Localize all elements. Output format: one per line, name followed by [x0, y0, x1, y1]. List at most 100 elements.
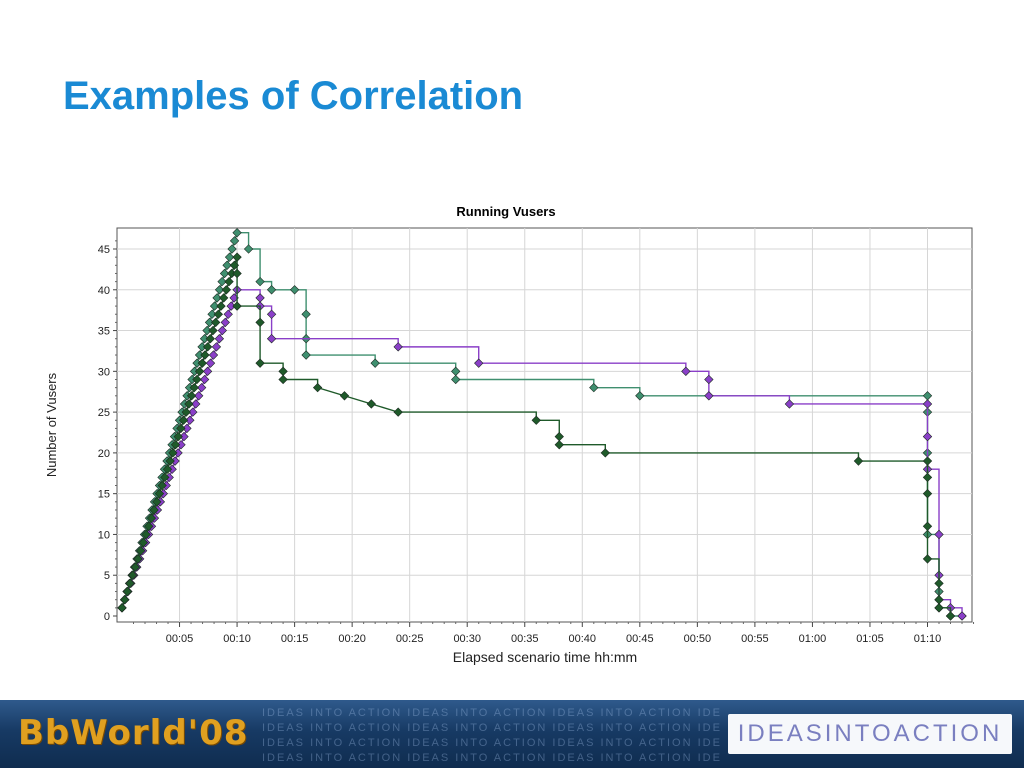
series-marker	[199, 334, 210, 344]
series-marker	[192, 358, 202, 368]
plot-frame	[116, 227, 973, 623]
series-marker	[216, 301, 226, 311]
series-marker	[370, 358, 380, 368]
series-marker	[289, 285, 300, 295]
series-marker	[255, 276, 265, 287]
series-marker	[189, 382, 199, 393]
series-marker	[212, 293, 222, 303]
series-marker	[194, 366, 205, 377]
series-marker	[188, 407, 198, 417]
series-marker	[157, 480, 167, 491]
footer-pattern-line: IDEAS INTO ACTION IDEAS INTO ACTION IDEA…	[262, 752, 722, 764]
series-marker	[222, 260, 232, 270]
footer-pattern-line: IDEAS INTO ACTION IDEAS INTO ACTION IDEA…	[262, 722, 722, 734]
series-marker	[120, 595, 130, 605]
series-marker	[208, 325, 218, 336]
series-marker	[278, 374, 288, 385]
y-tick-label: 30	[98, 366, 110, 378]
series-marker	[179, 431, 189, 442]
series-marker	[197, 358, 207, 368]
series-marker	[170, 456, 180, 466]
series-marker	[207, 309, 217, 319]
series-marker	[130, 562, 141, 572]
series-marker	[922, 456, 933, 466]
series-marker	[922, 472, 933, 483]
series-marker	[554, 440, 564, 450]
series-marker	[173, 431, 183, 442]
series-marker	[117, 603, 127, 613]
y-axis-ticks: 0 5 10 15 20 25 30 35 40 45	[98, 240, 117, 623]
series-marker	[934, 603, 944, 613]
x-tick-label: 00:45	[626, 633, 654, 645]
y-axis-title: Number of Vusers	[44, 372, 59, 477]
series-marker	[266, 285, 277, 295]
series-marker	[278, 366, 288, 377]
chart-series	[117, 228, 967, 621]
x-tick-label: 00:10	[223, 633, 251, 645]
series-marker	[189, 366, 200, 377]
series-marker	[227, 268, 237, 279]
x-axis-title: Elapsed scenario time hh:mm	[453, 649, 637, 665]
y-tick-label: 15	[98, 489, 110, 501]
y-tick-label: 5	[104, 570, 110, 582]
series-marker	[165, 456, 175, 466]
bbworld-logo: BbWorld'08	[18, 713, 249, 753]
series-marker	[202, 342, 213, 352]
series-marker	[784, 399, 795, 409]
series-marker	[934, 578, 944, 589]
series-marker	[168, 448, 178, 458]
series-marker	[133, 554, 143, 564]
series-marker	[393, 342, 403, 352]
series-marker	[255, 358, 265, 368]
series-marker	[217, 325, 227, 336]
series-marker	[301, 309, 311, 319]
footer-pattern-line: IDEAS INTO ACTION IDEAS INTO ACTION IDEA…	[262, 707, 722, 719]
series-marker	[704, 374, 714, 385]
series-marker	[393, 407, 403, 417]
series-marker	[178, 415, 189, 425]
series-marker	[366, 399, 376, 409]
series-marker	[229, 236, 240, 246]
series-marker	[197, 342, 207, 352]
series-marker	[196, 382, 207, 393]
x-tick-label: 00:40	[569, 633, 597, 645]
series-marker	[339, 391, 350, 401]
series-marker	[600, 448, 610, 458]
series-marker	[451, 374, 461, 385]
series-marker	[635, 391, 645, 401]
series-marker	[217, 276, 227, 287]
chart-title: Running Vusers	[456, 204, 555, 219]
series-marker	[199, 374, 210, 385]
y-tick-label: 0	[104, 611, 110, 623]
series-marker	[205, 334, 215, 344]
ideas-into-action-tagline: IDEASINTOACTION	[737, 720, 1003, 747]
series-marker	[232, 268, 242, 279]
series-marker	[173, 448, 183, 458]
y-tick-label: 40	[98, 285, 110, 297]
x-tick-label: 00:15	[281, 633, 309, 645]
series-marker	[922, 521, 933, 531]
series-marker	[451, 366, 461, 377]
series-marker	[223, 309, 233, 319]
x-tick-label: 00:25	[396, 633, 424, 645]
footer-watermark-pattern: IDEAS INTO ACTION IDEAS INTO ACTION IDEA…	[262, 706, 722, 766]
series-marker	[224, 252, 235, 262]
series-marker	[176, 423, 186, 434]
series-marker	[185, 415, 195, 425]
footer-banner: BbWorld'08 IDEAS INTO ACTION IDEAS INTO …	[0, 700, 1024, 768]
series-marker	[226, 301, 236, 311]
series-marker	[211, 342, 222, 352]
series-marker	[210, 317, 221, 328]
slide-title: Examples of Correlation	[63, 74, 524, 118]
y-tick-label: 20	[98, 448, 110, 460]
series-marker	[187, 374, 197, 385]
series-marker	[681, 366, 691, 377]
series-marker	[266, 334, 277, 344]
series-marker	[589, 382, 599, 393]
series-marker	[149, 505, 159, 515]
series-marker	[128, 570, 138, 580]
series-marker	[221, 285, 232, 295]
series-marker	[220, 317, 230, 328]
x-tick-label: 01:10	[914, 633, 942, 645]
